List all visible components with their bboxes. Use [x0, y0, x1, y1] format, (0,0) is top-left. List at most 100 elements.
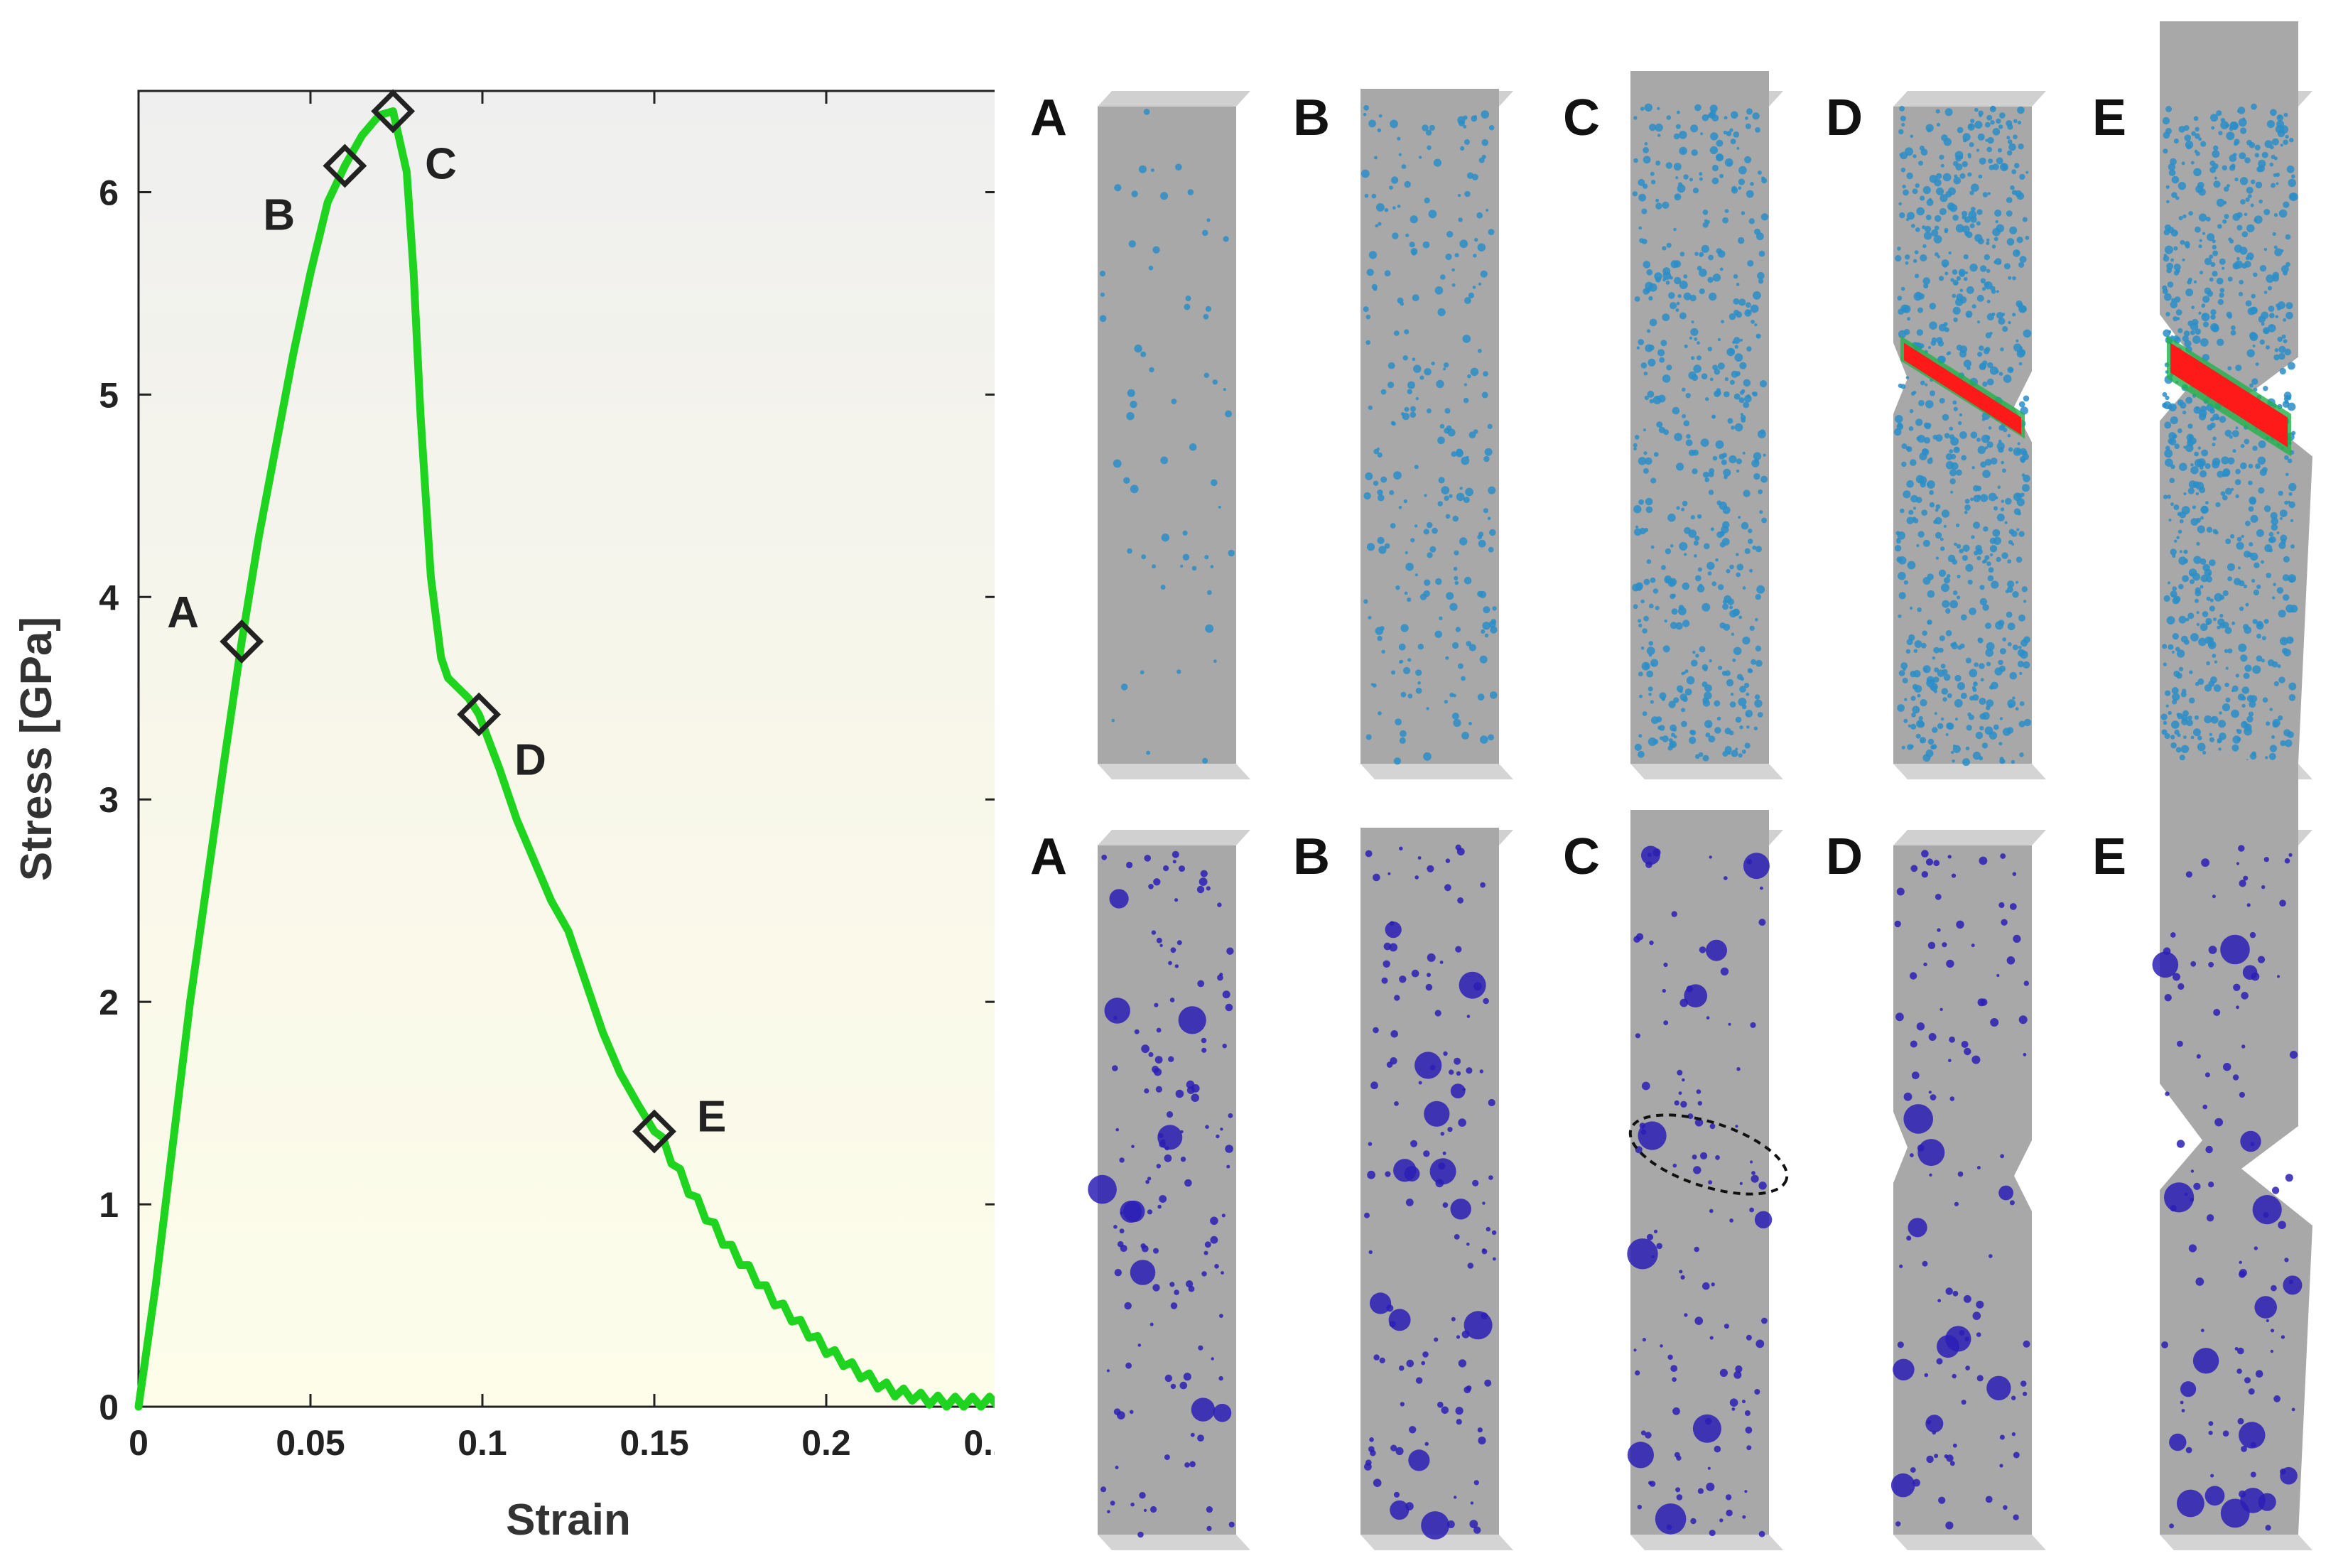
defect-dot [1638, 623, 1643, 628]
defect-dot [1366, 543, 1375, 551]
defect-dot [2016, 556, 2023, 563]
defect-dot [1664, 619, 1667, 623]
defect-dot [2187, 715, 2192, 720]
defect-dot [1632, 191, 1638, 197]
defect-dot [2212, 239, 2216, 244]
defect-dot [1676, 301, 1680, 306]
defect-dot [1724, 377, 1729, 382]
defect-dot [2010, 185, 2015, 190]
defect-dot [1952, 590, 1958, 595]
defect-dot [1708, 735, 1716, 742]
defect-dot [2256, 622, 2264, 630]
defect-dot [2198, 213, 2207, 222]
defect-dot [1493, 1257, 1496, 1261]
defect-dot [2170, 502, 2174, 507]
defect-dot [2019, 752, 2024, 757]
defect-dot [2188, 1244, 2197, 1253]
defect-dot [1363, 104, 1369, 111]
defect-dot [1752, 545, 1757, 550]
defect-dot [2002, 326, 2008, 332]
defect-dot [1727, 751, 1731, 755]
defect-dot [1633, 1348, 1637, 1352]
defect-dot [2262, 467, 2268, 473]
defect-dot [1641, 1081, 1650, 1091]
defect-dot [1635, 525, 1639, 529]
defect-dot [2023, 718, 2032, 727]
defect-dot [1635, 1033, 1640, 1039]
defect-dot [1692, 188, 1699, 194]
defect-dot [2272, 274, 2279, 282]
defect-dot [1164, 1154, 1172, 1162]
defect-dot [1421, 1511, 1449, 1540]
defect-dot [1123, 477, 1130, 484]
defect-dot [1741, 521, 1749, 530]
top-panel-A: A [1030, 90, 1250, 779]
defect-dot [1980, 278, 1986, 283]
defect-dot [1954, 718, 1958, 721]
defect-dot [1398, 643, 1406, 651]
defect-dot [1373, 1027, 1379, 1034]
defect-dot [2283, 139, 2288, 145]
defect-dot [1917, 1139, 1945, 1167]
defect-dot [2235, 426, 2239, 430]
defect-dot [1990, 120, 1995, 125]
defect-dot [2274, 348, 2279, 352]
defect-dot [1654, 272, 1662, 281]
defect-dot [1678, 607, 1687, 616]
defect-dot [2280, 125, 2288, 134]
defect-dot [1176, 669, 1181, 674]
defect-dot [1728, 1022, 1731, 1026]
defect-dot [1893, 1358, 1915, 1381]
defect-dot [1754, 694, 1760, 700]
x-tick-label: 0.15 [620, 1423, 688, 1463]
defect-dot [2200, 516, 2204, 520]
defect-dot [2021, 586, 2028, 593]
defect-dot [2285, 234, 2291, 240]
defect-dot [2278, 715, 2283, 721]
defect-dot [1373, 156, 1378, 160]
defect-dot [2163, 595, 2170, 602]
defect-dot [2173, 316, 2178, 322]
defect-dot [1456, 1419, 1462, 1425]
defect-dot [2235, 364, 2242, 372]
defect-dot [2283, 112, 2288, 117]
defect-dot [2266, 721, 2271, 726]
defect-dot [1410, 215, 1418, 224]
defect-dot [1919, 737, 1927, 744]
defect-dot [1709, 377, 1714, 382]
defect-dot [1950, 453, 1957, 460]
defect-dot [2017, 106, 2025, 114]
defect-dot [1672, 406, 1680, 415]
defect-dot [2008, 703, 2013, 708]
defect-dot [1456, 1071, 1461, 1076]
defect-dot [1197, 1434, 1204, 1442]
defect-dot [1761, 1317, 1768, 1324]
defect-dot [1945, 733, 1949, 736]
defect-dot [1697, 341, 1700, 345]
defect-dot [1679, 281, 1688, 289]
defect-dot [1488, 1098, 1495, 1107]
defect-dot [1712, 274, 1721, 282]
defect-dot [1702, 114, 1709, 121]
y-tick-label: 6 [99, 173, 119, 212]
defect-dot [2222, 165, 2227, 171]
defect-dot [1389, 943, 1398, 952]
panel-label: E [2092, 828, 2126, 885]
defect-dot [2210, 309, 2217, 315]
defect-dot [1726, 678, 1734, 687]
defect-dot [1117, 1240, 1124, 1248]
defect-dot [1723, 876, 1728, 880]
defect-dot [2006, 136, 2011, 140]
x-tick-label: 0.1 [458, 1423, 507, 1463]
defect-dot [1758, 1530, 1765, 1537]
defect-dot [1427, 973, 1431, 978]
defect-dot [2023, 1053, 2027, 1056]
defect-dot [1464, 297, 1471, 304]
defect-dot [2025, 235, 2030, 240]
defect-dot [1439, 616, 1443, 620]
defect-dot [1745, 302, 1751, 308]
defect-dot [1753, 291, 1761, 300]
defect-dot [2190, 330, 2195, 335]
defect-dot [2250, 1142, 2255, 1147]
defect-dot [2271, 1285, 2277, 1292]
